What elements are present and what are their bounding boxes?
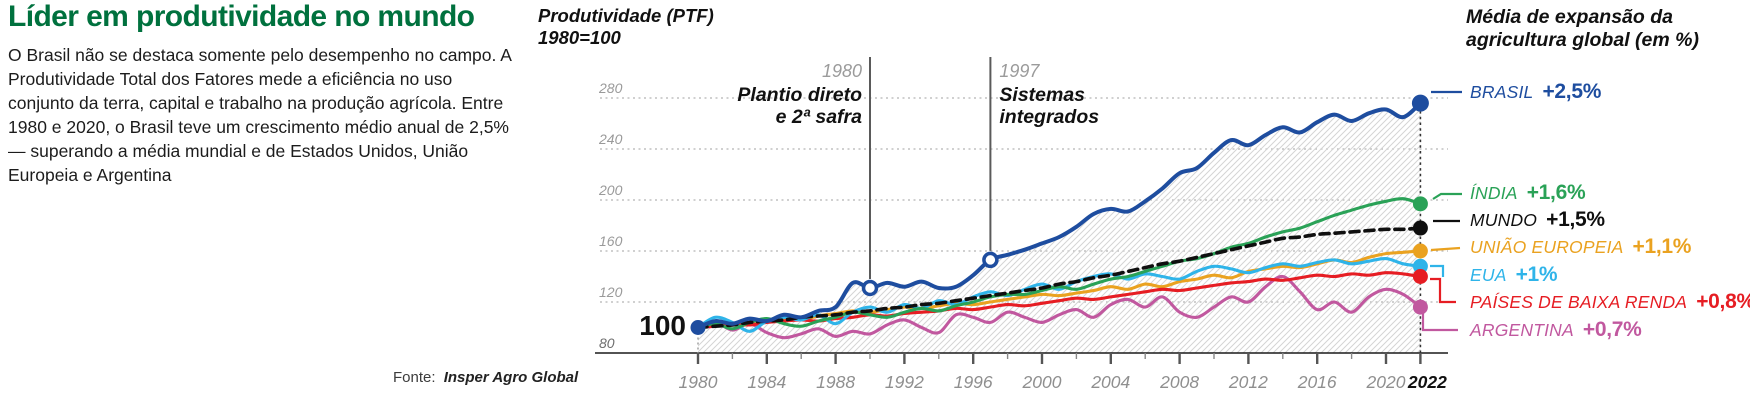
brasil-hatched-area xyxy=(698,103,1421,353)
annotation-year-1: 1980 xyxy=(822,61,862,81)
x-tick-label-2016: 2016 xyxy=(1297,372,1337,392)
annotation-text-1-1: Plantio direto xyxy=(737,84,862,106)
brasil-marker-2 xyxy=(982,251,999,269)
series-line-argentina xyxy=(696,274,1422,340)
y-tick-label-80: 80 xyxy=(599,335,615,351)
end-dot-uniao-europeia xyxy=(1412,243,1428,259)
legend-label-eua: EUA xyxy=(1470,265,1507,285)
legend-label-argentina: ARGENTINA xyxy=(1470,320,1574,340)
series-line-india xyxy=(696,197,1422,331)
legend-connector-2 xyxy=(1432,192,1462,200)
x-tick-label-1988: 1988 xyxy=(816,372,855,392)
legend-value-paises-de-baixa-renda: +0,8% xyxy=(1696,290,1750,313)
series-line-mundo xyxy=(696,226,1423,330)
y-tick-label-280: 280 xyxy=(598,80,623,96)
source-note: Fonte: Insper Agro Global xyxy=(393,369,578,386)
legend-value-eua: +1% xyxy=(1515,263,1558,286)
source-name: Insper Agro Global xyxy=(443,369,579,386)
legend-connector-6 xyxy=(1430,277,1456,304)
legend-label-india: ÍNDIA xyxy=(1470,183,1518,203)
source-prefix: Fonte: xyxy=(393,369,436,386)
start-value-label: 100 xyxy=(639,310,686,341)
annotation-text-1-2: e 2ª safra xyxy=(776,106,863,128)
y-tick-label-120: 120 xyxy=(599,284,623,300)
legend-label-paises-de-baixa-renda: PAÍSES DE BAIXA RENDA xyxy=(1470,292,1688,312)
legend-label-mundo: MUNDO xyxy=(1470,210,1538,230)
x-tick-label-2000: 2000 xyxy=(1022,372,1062,392)
legend-value-brasil: +2,5% xyxy=(1542,80,1602,103)
legend-value-mundo: +1,5% xyxy=(1546,208,1605,231)
legend-label-brasil: BRASIL xyxy=(1470,82,1534,102)
annotation-year-2: 1997 xyxy=(999,61,1040,81)
legend-connector-4 xyxy=(1430,246,1461,252)
legend-connector-5 xyxy=(1430,264,1445,277)
legend-item-brasil: BRASIL +2,5% xyxy=(1470,80,1601,104)
y-tick-label-240: 240 xyxy=(598,131,623,147)
x-tick-label-1984: 1984 xyxy=(747,372,786,392)
legend-item-uniao-europeia: UNIÃO EUROPEIA +1,1% xyxy=(1470,235,1691,259)
page-title: Líder em produtividade no mundo xyxy=(8,0,475,33)
x-tick-label-1980: 1980 xyxy=(679,372,718,392)
legend-item-mundo: MUNDO +1,5% xyxy=(1470,208,1605,232)
legend-header: Média de expansão da agricultura global … xyxy=(1466,6,1746,52)
chart-title-block: Produtividade (PTF) 1980=100 xyxy=(538,5,714,49)
start-dot-brasil xyxy=(690,320,706,335)
legend-item-eua: EUA +1% xyxy=(1470,263,1558,287)
annotation-text-2-2: integrados xyxy=(999,106,1099,128)
end-dot-paises-de-baixa-renda xyxy=(1412,269,1428,284)
x-tick-label-1996: 1996 xyxy=(954,372,993,392)
brasil-marker-1 xyxy=(861,279,879,297)
end-dot-brasil xyxy=(1411,94,1429,112)
legend-header-line1: Média de expansão da xyxy=(1466,6,1673,28)
legend-label-uniao-europeia: UNIÃO EUROPEIA xyxy=(1470,237,1624,257)
legend-connector-7 xyxy=(1421,313,1458,332)
legend-item-paises-de-baixa-renda: PAÍSES DE BAIXA RENDA +0,8% xyxy=(1470,290,1750,314)
legend-header-line2: agricultura global (em %) xyxy=(1466,29,1699,51)
legend-value-argentina: +0,7% xyxy=(1582,318,1642,341)
legend-value-india: +1,6% xyxy=(1526,181,1586,204)
legend-value-uniao-europeia: +1,1% xyxy=(1632,235,1692,258)
x-tick-label-2022: 2022 xyxy=(1407,372,1447,392)
chart-subtitle: 1980=100 xyxy=(538,26,621,48)
end-dot-mundo xyxy=(1412,220,1428,236)
end-dot-argentina xyxy=(1412,299,1428,315)
x-tick-label-2020: 2020 xyxy=(1366,372,1406,392)
legend-item-argentina: ARGENTINA +0,7% xyxy=(1470,318,1642,342)
series-line-brasil xyxy=(696,101,1423,330)
annotation-text-2-1: Sistemas xyxy=(999,84,1085,106)
y-tick-label-200: 200 xyxy=(598,182,623,198)
x-tick-label-1992: 1992 xyxy=(885,372,924,392)
legend-item-india: ÍNDIA +1,6% xyxy=(1470,181,1586,205)
y-tick-label-160: 160 xyxy=(599,233,623,249)
chart-title: Produtividade (PTF) xyxy=(538,5,714,26)
x-tick-label-2004: 2004 xyxy=(1090,372,1130,392)
x-tick-label-2008: 2008 xyxy=(1159,372,1199,392)
intro-paragraph: O Brasil não se destaca somente pelo des… xyxy=(8,45,511,185)
end-dot-india xyxy=(1412,196,1428,212)
x-tick-label-2012: 2012 xyxy=(1228,372,1268,392)
